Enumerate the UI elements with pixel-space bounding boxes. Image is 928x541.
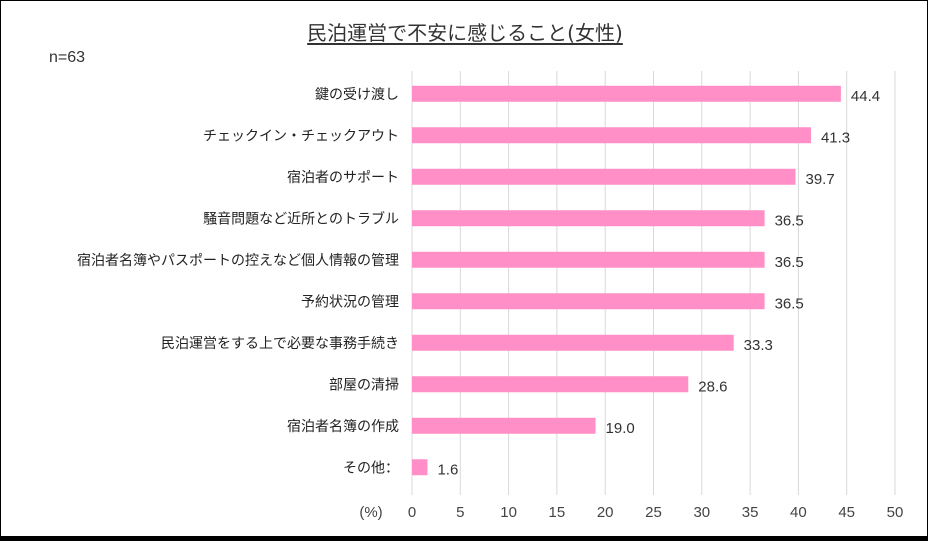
- x-axis-unit-label: (%): [359, 504, 382, 521]
- bar: [412, 210, 765, 227]
- x-tick-label: 15: [549, 504, 566, 521]
- category-label: 宿泊者のサポート: [287, 169, 399, 186]
- category-label: 宿泊者名簿やパスポートの控えなど個人情報の管理: [77, 252, 399, 269]
- x-tick-label: 50: [887, 504, 904, 521]
- category-label: 騒音問題など近所とのトラブル: [203, 210, 399, 227]
- bar: [412, 376, 689, 393]
- x-tick-label: 45: [838, 504, 855, 521]
- x-tick-label: 25: [645, 504, 662, 521]
- data-label: 44.4: [851, 88, 880, 105]
- bar: [412, 168, 796, 185]
- data-label: 28.6: [698, 378, 727, 395]
- bar: [412, 417, 596, 434]
- x-tick-label: 20: [597, 504, 614, 521]
- data-label: 41.3: [821, 129, 850, 146]
- bar: [412, 293, 765, 310]
- bar: [412, 334, 734, 351]
- category-label: 予約状況の管理: [301, 294, 399, 310]
- category-label: 鍵の受け渡し: [315, 87, 399, 103]
- sample-size-label: n=63: [49, 49, 86, 66]
- x-tick-label: 0: [408, 504, 416, 521]
- bar: [412, 459, 428, 476]
- data-label: 1.6: [437, 461, 458, 478]
- data-label: 36.5: [775, 295, 804, 312]
- data-label: 19.0: [606, 420, 635, 437]
- category-label: 宿泊者名簿の作成: [287, 418, 399, 435]
- x-tick-label: 10: [500, 504, 517, 521]
- bar: [412, 251, 765, 268]
- data-label: 36.5: [775, 254, 804, 271]
- category-label: チェックイン・チェックアウト: [203, 128, 399, 144]
- bar: [412, 127, 811, 144]
- category-label: 部屋の清掃: [329, 376, 399, 393]
- category-label: 民泊運営をする上で必要な事務手続き: [161, 335, 399, 352]
- chart-title: 民泊運営で不安に感じること(女性): [307, 21, 623, 45]
- bar: [412, 85, 841, 102]
- category-label: その他：: [343, 460, 399, 476]
- x-tick-label: 35: [742, 504, 759, 521]
- x-tick-label: 40: [790, 504, 807, 521]
- data-label: 33.3: [744, 337, 773, 354]
- x-tick-label: 5: [456, 504, 464, 521]
- x-tick-label: 30: [693, 504, 710, 521]
- bottom-border: [1, 536, 927, 540]
- data-label: 36.5: [775, 212, 804, 229]
- data-label: 39.7: [806, 171, 835, 188]
